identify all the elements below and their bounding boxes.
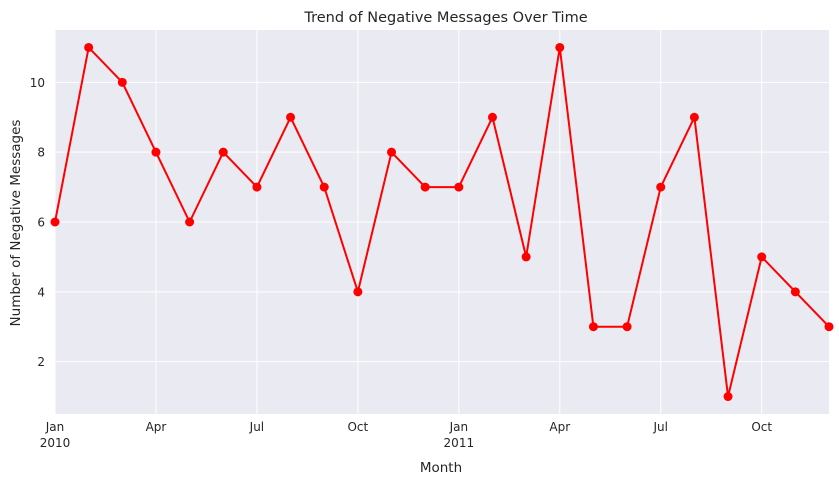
data-point xyxy=(622,322,632,332)
x-tick-label: Oct xyxy=(751,420,772,434)
series-line xyxy=(54,46,830,398)
data-point xyxy=(185,217,195,227)
x-tick-label: Oct xyxy=(347,420,368,434)
grid xyxy=(54,30,829,414)
data-point xyxy=(151,147,161,157)
data-point xyxy=(588,322,598,332)
x-axis-label: Month xyxy=(420,460,462,476)
tick-labels: 2 4 6 8 10 Jan 2010 Apr Jul Oct Jan 2011 Apr Jul Oct xyxy=(30,76,773,450)
data-point xyxy=(50,217,60,227)
y-tick-label: 4 xyxy=(37,285,45,299)
data-point xyxy=(723,392,733,402)
data-point xyxy=(790,287,800,297)
data-point xyxy=(319,182,329,192)
data-point xyxy=(656,182,666,192)
data-point xyxy=(521,252,531,262)
y-tick-label: 8 xyxy=(37,146,45,160)
data-point xyxy=(117,77,127,87)
x-tick-year-label: 2010 xyxy=(40,436,71,450)
data-point xyxy=(218,147,228,157)
series-layer xyxy=(50,42,834,402)
data-point xyxy=(689,112,699,122)
x-tick-label: Jan xyxy=(45,420,65,434)
data-point xyxy=(824,322,834,332)
data-point xyxy=(252,182,262,192)
data-point xyxy=(454,182,464,192)
x-tick-label: Apr xyxy=(549,420,570,434)
data-point xyxy=(487,112,497,122)
y-tick-label: 10 xyxy=(30,76,45,90)
y-axis-label: Number of Negative Messages xyxy=(8,120,24,327)
data-point xyxy=(757,252,767,262)
data-point xyxy=(387,147,397,157)
data-point xyxy=(555,42,565,52)
data-point xyxy=(420,182,430,192)
x-tick-year-label: 2011 xyxy=(444,436,475,450)
chart-title: Trend of Negative Messages Over Time xyxy=(303,10,587,26)
y-tick-label: 6 xyxy=(37,216,45,230)
x-tick-label: Jul xyxy=(652,420,667,434)
x-tick-label: Apr xyxy=(146,420,167,434)
data-point xyxy=(84,42,94,52)
data-point xyxy=(286,112,296,122)
x-tick-label: Jan xyxy=(449,420,469,434)
x-tick-label: Jul xyxy=(249,420,264,434)
y-tick-label: 2 xyxy=(37,355,45,369)
data-point xyxy=(353,287,363,297)
